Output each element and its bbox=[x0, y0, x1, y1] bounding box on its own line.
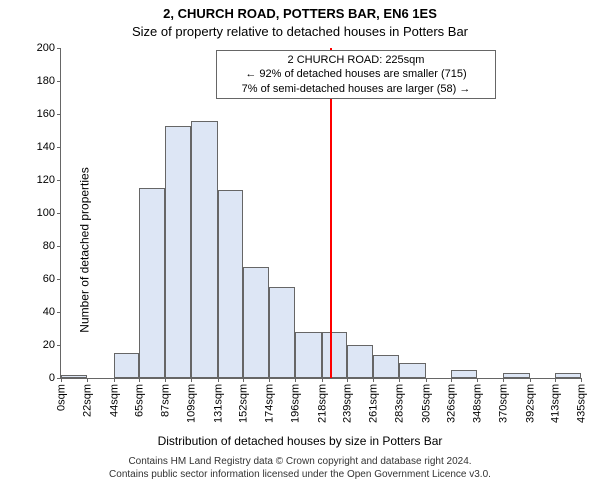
histogram-bar bbox=[451, 370, 477, 378]
annotation-line1: 2 CHURCH ROAD: 225sqm bbox=[221, 53, 491, 67]
x-tick-label: 22sqm bbox=[82, 384, 94, 417]
x-tick-label: 261sqm bbox=[368, 384, 380, 423]
x-tick-mark bbox=[477, 378, 478, 382]
x-tick-mark bbox=[295, 378, 296, 382]
y-tick: 20 bbox=[43, 339, 61, 351]
x-tick-mark bbox=[218, 378, 219, 382]
x-tick-label: 174sqm bbox=[264, 384, 276, 423]
histogram-bar bbox=[191, 121, 217, 378]
histogram-bar bbox=[347, 345, 373, 378]
plot-area: 0204060801001201401601802000sqm22sqm44sq… bbox=[60, 48, 581, 379]
y-tick: 100 bbox=[37, 207, 61, 219]
histogram-bar bbox=[399, 363, 425, 378]
y-tick: 60 bbox=[43, 273, 61, 285]
x-tick-mark bbox=[139, 378, 140, 382]
x-tick-label: 0sqm bbox=[56, 384, 68, 411]
x-tick-label: 44sqm bbox=[108, 384, 120, 417]
annotation-line3: 7% of semi-detached houses are larger (5… bbox=[221, 82, 491, 96]
x-tick-mark bbox=[191, 378, 192, 382]
chart-title-address: 2, CHURCH ROAD, POTTERS BAR, EN6 1ES bbox=[0, 6, 600, 21]
histogram-bar bbox=[61, 375, 87, 378]
footer-attribution: Contains HM Land Registry data © Crown c… bbox=[0, 456, 600, 481]
y-tick: 180 bbox=[37, 75, 61, 87]
x-tick-mark bbox=[426, 378, 427, 382]
y-tick: 160 bbox=[37, 108, 61, 120]
x-tick-mark bbox=[373, 378, 374, 382]
histogram-bar bbox=[295, 332, 321, 378]
x-tick-label: 196sqm bbox=[290, 384, 302, 423]
histogram-bar bbox=[139, 188, 165, 378]
x-tick-mark bbox=[503, 378, 504, 382]
y-tick: 140 bbox=[37, 141, 61, 153]
histogram-bar bbox=[114, 353, 139, 378]
x-tick-label: 283sqm bbox=[394, 384, 406, 423]
y-tick: 80 bbox=[43, 240, 61, 252]
x-tick-label: 435sqm bbox=[576, 384, 588, 423]
x-tick-mark bbox=[243, 378, 244, 382]
x-tick-mark bbox=[581, 378, 582, 382]
x-tick-mark bbox=[87, 378, 88, 382]
x-tick-label: 413sqm bbox=[549, 384, 561, 423]
x-tick-mark bbox=[347, 378, 348, 382]
histogram-bar bbox=[165, 126, 191, 378]
annotation-box: 2 CHURCH ROAD: 225sqm← 92% of detached h… bbox=[216, 50, 496, 99]
x-tick-label: 152sqm bbox=[237, 384, 249, 423]
x-axis-label: Distribution of detached houses by size … bbox=[0, 434, 600, 448]
x-tick-mark bbox=[322, 378, 323, 382]
y-tick: 0 bbox=[49, 372, 61, 384]
x-tick-mark bbox=[399, 378, 400, 382]
y-tick: 120 bbox=[37, 174, 61, 186]
x-tick-label: 348sqm bbox=[472, 384, 484, 423]
histogram-bar bbox=[555, 373, 581, 378]
footer-line1: Contains HM Land Registry data © Crown c… bbox=[0, 456, 600, 469]
x-tick-mark bbox=[555, 378, 556, 382]
y-tick: 200 bbox=[37, 42, 61, 54]
x-tick-label: 239sqm bbox=[341, 384, 353, 423]
x-tick-label: 305sqm bbox=[420, 384, 432, 423]
x-tick-label: 218sqm bbox=[316, 384, 328, 423]
histogram-bar bbox=[503, 373, 529, 378]
histogram-bar bbox=[243, 267, 269, 378]
x-tick-label: 109sqm bbox=[186, 384, 198, 423]
y-tick: 40 bbox=[43, 306, 61, 318]
histogram-bar bbox=[322, 332, 347, 378]
histogram-bar bbox=[373, 355, 399, 378]
x-tick-label: 87sqm bbox=[160, 384, 172, 417]
histogram-bar bbox=[218, 190, 243, 378]
x-tick-mark bbox=[451, 378, 452, 382]
x-tick-label: 65sqm bbox=[133, 384, 145, 417]
chart-subtitle: Size of property relative to detached ho… bbox=[0, 24, 600, 39]
x-tick-mark bbox=[165, 378, 166, 382]
x-tick-mark bbox=[530, 378, 531, 382]
histogram-bar bbox=[269, 287, 295, 378]
annotation-line2: ← 92% of detached houses are smaller (71… bbox=[221, 67, 491, 81]
histogram-chart: 2, CHURCH ROAD, POTTERS BAR, EN6 1ES Siz… bbox=[0, 0, 600, 500]
x-tick-label: 392sqm bbox=[524, 384, 536, 423]
x-tick-mark bbox=[114, 378, 115, 382]
x-tick-label: 370sqm bbox=[498, 384, 510, 423]
x-tick-label: 326sqm bbox=[445, 384, 457, 423]
footer-line2: Contains public sector information licen… bbox=[0, 469, 600, 482]
x-tick-label: 131sqm bbox=[212, 384, 224, 423]
x-tick-mark bbox=[269, 378, 270, 382]
x-tick-mark bbox=[61, 378, 62, 382]
